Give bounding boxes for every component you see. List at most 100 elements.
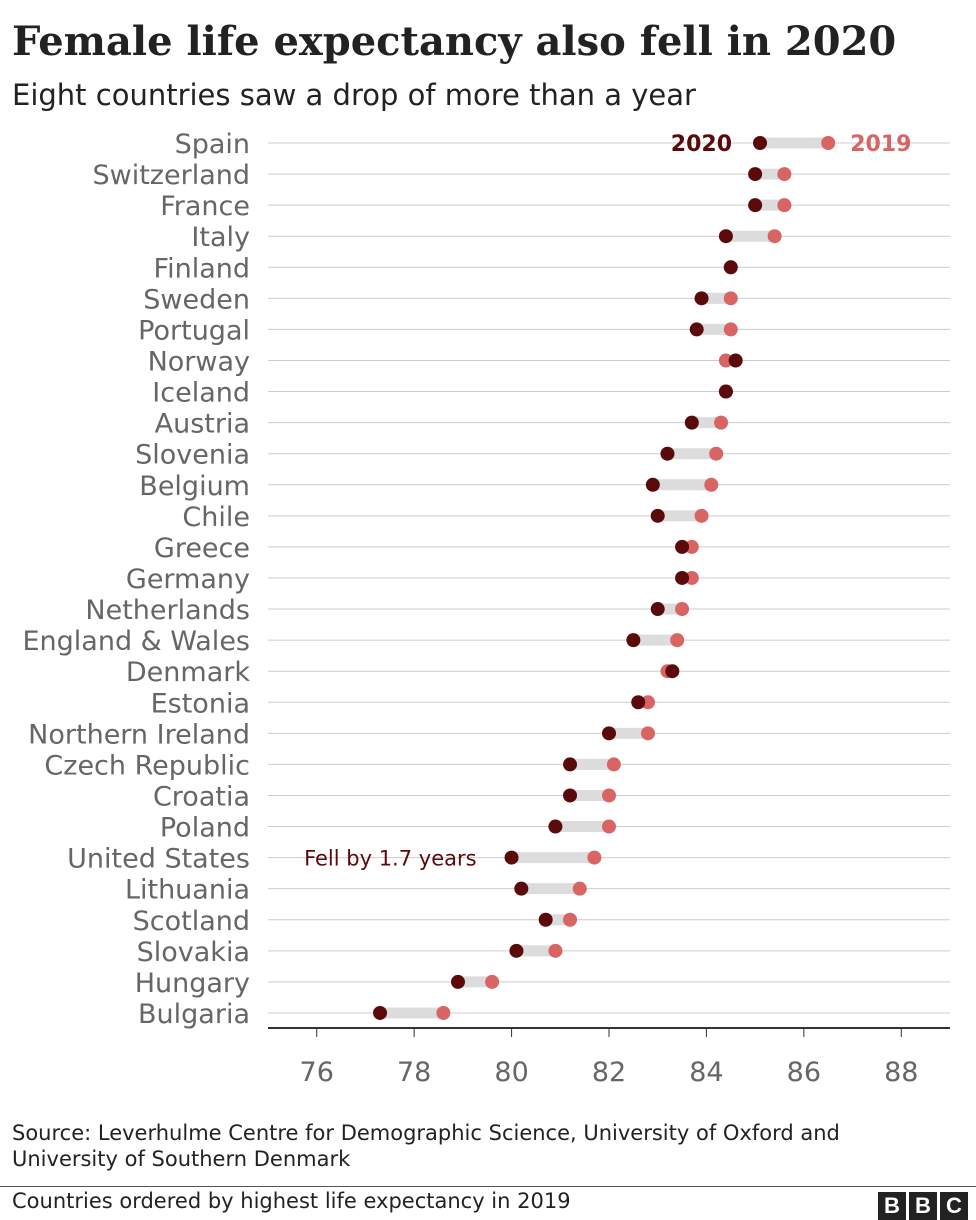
- dot-2019: [777, 198, 792, 213]
- country-label: Sweden: [143, 284, 250, 315]
- logo-letter: C: [940, 1192, 968, 1220]
- dot-2019: [684, 570, 699, 585]
- dumbbell-chart: SpainSwitzerlandFranceItalyFinlandSweden…: [22, 129, 950, 1088]
- country-labels: SpainSwitzerlandFranceItalyFinlandSweden…: [22, 129, 250, 1030]
- x-axis: 76 78 80 82 84 86 88: [268, 1027, 950, 1088]
- dot-2019: [602, 788, 616, 803]
- country-label: Iceland: [152, 378, 250, 409]
- dot-2019: [714, 415, 729, 430]
- dot-2019: [767, 229, 782, 244]
- x-tick-label: 88: [884, 1057, 918, 1088]
- dot-2019: [572, 881, 587, 896]
- country-label: Bulgaria: [138, 999, 250, 1030]
- chart-title: Female life expectancy also fell in 2020: [12, 18, 897, 65]
- dot-2020: [509, 943, 524, 958]
- dot-2020: [563, 788, 578, 803]
- dot-2020: [563, 757, 578, 772]
- dot-2019: [640, 695, 655, 710]
- country-label: Slovenia: [135, 440, 250, 471]
- x-tick-label: 84: [689, 1057, 723, 1088]
- country-label: Italy: [191, 222, 250, 253]
- dot-2019: [670, 633, 685, 648]
- dot-2019: [694, 508, 709, 523]
- annotations: Fell by 1.7 years: [304, 847, 477, 871]
- country-label: Belgium: [139, 471, 250, 502]
- dot-2019: [563, 912, 578, 927]
- x-tick-label: 76: [300, 1057, 334, 1088]
- bbc-logo: B B C: [878, 1192, 968, 1220]
- country-label: Austria: [155, 409, 250, 440]
- data-points: [373, 136, 836, 1020]
- country-label: Czech Republic: [44, 750, 250, 781]
- dot-2020: [665, 664, 680, 679]
- dot-2020: [504, 850, 519, 865]
- country-label: Lithuania: [125, 875, 250, 906]
- country-label: Slovakia: [137, 937, 250, 968]
- dot-2019: [640, 726, 655, 741]
- dot-2020: [450, 974, 465, 989]
- dot-2020: [753, 136, 768, 150]
- legend: 2020 2019: [671, 132, 912, 157]
- dot-2020: [728, 353, 743, 368]
- country-label: Spain: [175, 129, 250, 160]
- x-tick-label: 86: [787, 1057, 821, 1088]
- x-tick-label: 78: [397, 1057, 431, 1088]
- country-label: Netherlands: [85, 595, 250, 626]
- country-label: Switzerland: [93, 160, 251, 191]
- dot-2020: [538, 912, 553, 927]
- country-label: Greece: [154, 533, 250, 564]
- legend-label-2019: 2019: [850, 132, 911, 157]
- dot-2020: [675, 570, 690, 585]
- source-note: Source: Leverhulme Centre for Demographi…: [12, 1121, 840, 1171]
- dot-2020: [514, 881, 529, 896]
- dot-2019: [606, 757, 621, 772]
- x-tick-label: 82: [592, 1057, 626, 1088]
- dot-2020: [675, 539, 690, 554]
- country-label: Croatia: [153, 781, 250, 812]
- dot-2020: [373, 1005, 388, 1020]
- dot-2019: [821, 136, 836, 150]
- country-label: England & Wales: [22, 626, 250, 657]
- dot-2019: [684, 539, 699, 554]
- chart-subtitle: Eight countries saw a drop of more than …: [12, 78, 696, 112]
- annotation-text: Fell by 1.7 years: [304, 847, 477, 871]
- country-label: Hungary: [135, 968, 250, 999]
- country-label: Poland: [160, 813, 250, 844]
- country-label: Denmark: [126, 657, 250, 688]
- dot-2020: [631, 695, 646, 710]
- dot-2019: [777, 167, 792, 182]
- country-label: Scotland: [133, 906, 250, 937]
- dot-2020: [602, 726, 616, 741]
- dot-2020: [723, 260, 738, 275]
- country-label: Germany: [126, 564, 250, 595]
- dot-2020: [626, 633, 641, 648]
- dot-2019: [718, 353, 733, 368]
- country-label: Estonia: [151, 688, 250, 719]
- footer-divider: [0, 1186, 976, 1187]
- dot-2019: [587, 850, 602, 865]
- dot-2020: [748, 198, 763, 213]
- logo-letter: B: [909, 1192, 937, 1220]
- dot-2020: [660, 446, 675, 461]
- dot-2019: [485, 974, 500, 989]
- dot-2020: [689, 322, 704, 337]
- dot-2020: [748, 167, 763, 182]
- gridlines: [268, 142, 950, 1014]
- dot-2020: [718, 384, 733, 399]
- country-label: Portugal: [138, 315, 250, 346]
- country-label: Finland: [154, 253, 250, 284]
- dot-2019: [709, 446, 724, 461]
- logo-letter: B: [878, 1192, 906, 1220]
- dot-2019: [675, 602, 690, 617]
- country-label: Norway: [148, 346, 250, 377]
- dot-2019: [723, 322, 738, 337]
- dot-2020: [718, 229, 733, 244]
- dot-2019: [602, 819, 616, 834]
- order-note: Countries ordered by highest life expect…: [12, 1189, 571, 1213]
- legend-label-2020: 2020: [671, 132, 732, 157]
- country-label: Northern Ireland: [28, 719, 250, 750]
- dot-2020: [548, 819, 563, 834]
- x-tick-label: 80: [494, 1057, 528, 1088]
- dot-2020: [694, 291, 709, 306]
- dot-2020: [645, 477, 660, 492]
